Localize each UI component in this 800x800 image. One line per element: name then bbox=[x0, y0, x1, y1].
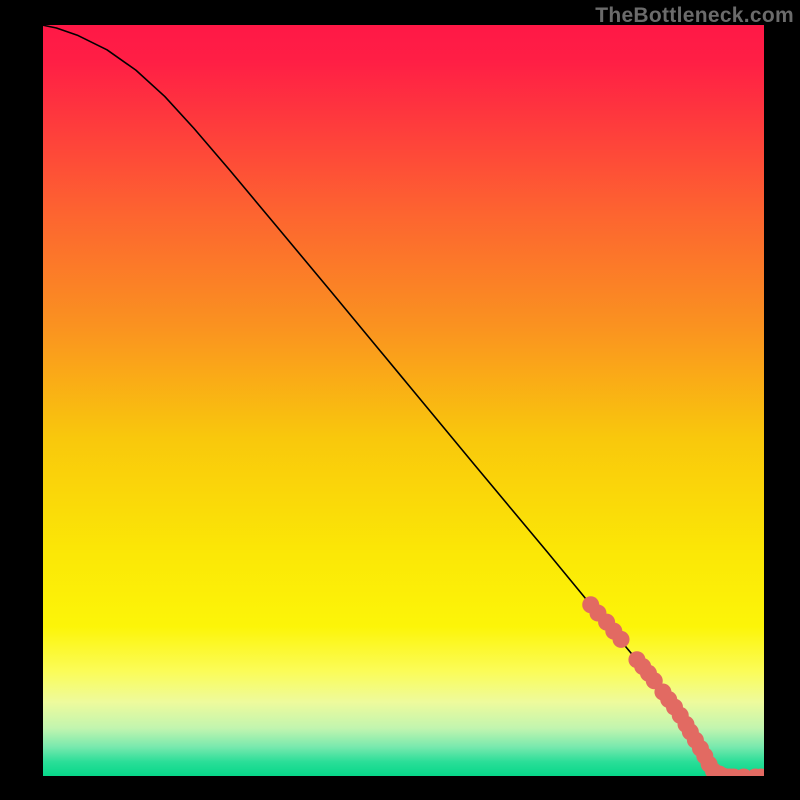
frame-bottom bbox=[0, 777, 800, 800]
frame-right bbox=[764, 0, 800, 800]
plot-background bbox=[42, 25, 764, 777]
watermark-text: TheBottleneck.com bbox=[595, 4, 794, 28]
chart-stage: TheBottleneck.com bbox=[0, 0, 800, 800]
data-marker bbox=[613, 631, 630, 648]
chart-svg bbox=[0, 0, 800, 800]
frame-left bbox=[0, 0, 42, 800]
